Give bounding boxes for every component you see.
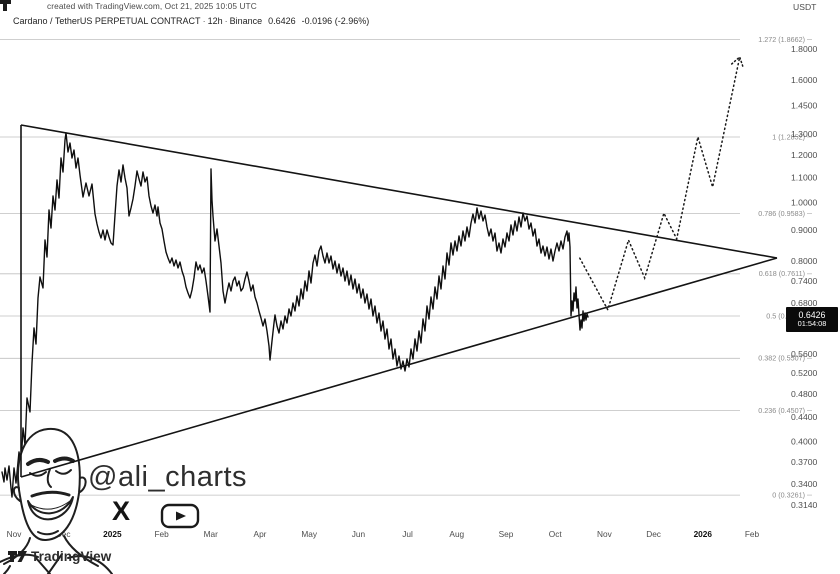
exchange-label: Binance [229,16,263,26]
price-tick-label: 1.0000 [791,198,818,208]
fib-label: 0.382 (0.5507) [758,354,805,363]
month-label: Dec [56,529,71,539]
month-label: Dec [646,529,661,539]
tradingview-logo-icon [8,551,27,562]
legend-change-pct: (-2.96%) [334,16,370,26]
legend-last-price: 0.6426 [268,16,296,26]
price-tick-label: 1.2000 [791,150,818,160]
tradingview-wordmark: TradingView [31,548,112,564]
fib-label: 0.5 (0.6474) [766,311,805,320]
interval-label[interactable]: 12h [207,16,223,26]
watermark-handle: @ali_charts [88,461,248,493]
price-axis[interactable] [786,0,840,545]
month-label: Aug [449,529,464,539]
legend-separator-1: · [202,16,206,26]
legend-change-abs: -0.0196 [301,16,333,26]
x-twitter-icon: X [112,496,131,526]
price-tick-label: 0.8000 [791,256,818,266]
fib-label: 0.618 (0.7611) [759,269,805,278]
youtube-icon [160,503,200,529]
price-series-line [1,132,589,498]
fib-label: 1.272 (1.8662) [758,35,805,44]
price-tick-label: 0.9000 [791,225,818,235]
month-label: Apr [254,529,267,539]
price-tick-label: 0.5600 [791,349,818,359]
symbol-title[interactable]: Cardano / TetherUS PERPETUAL CONTRACT [13,16,201,26]
trendline-upper [20,124,778,259]
month-label: Feb [745,529,760,539]
month-label: Mar [204,529,219,539]
created-with-note: created with TradingView.com, Oct 21, 20… [47,1,257,11]
price-tick-label: 1.6000 [791,75,818,85]
price-tick-label: 0.4800 [791,389,818,399]
chart-legend: Cardano / TetherUS PERPETUAL CONTRACT · 12… [13,16,369,26]
price-tick-label: 1.8000 [791,44,818,54]
trendline-lower [20,257,778,478]
month-label: Feb [154,529,169,539]
month-label: 2026 [694,529,713,539]
projection-arrowhead [730,55,744,69]
last-price-label: 0.6426 01:54:08 [786,307,838,332]
price-tick-label: 0.5200 [791,368,818,378]
tradingview-branding[interactable]: TradingView [8,548,111,564]
price-tick-label: 0.4400 [791,412,818,422]
price-axis-currency: USDT [793,2,817,12]
legend-separator-2: · [224,16,228,26]
month-label: Nov [597,529,613,539]
projection-path [579,56,741,312]
price-tick-label: 1.1000 [791,173,818,183]
corner-logo-mark [0,0,11,11]
month-label: Oct [549,529,563,539]
time-axis[interactable] [0,524,786,548]
price-tick-label: 0.3700 [791,457,818,467]
fib-label: 0.786 (0.9583) [758,209,805,218]
bar-countdown: 01:54:08 [797,319,827,329]
month-label: Jun [352,529,366,539]
month-label: Jul [402,529,413,539]
month-label: Sep [499,529,514,539]
price-tick-label: 0.7400 [791,276,818,286]
month-label: Nov [7,529,23,539]
price-tick-label: 1.3000 [791,129,818,139]
price-tick-label: 0.6800 [791,298,818,308]
price-tick-label: 0.3400 [791,479,818,489]
last-price-value: 0.6426 [798,310,826,321]
fib-label: 0.236 (0.4507) [758,406,805,415]
price-tick-label: 1.4500 [791,101,818,111]
price-tick-label: 0.3140 [791,500,818,510]
fib-label: 1 (1.2852) [772,132,805,141]
face-sketch-icon [0,427,113,574]
price-tick-label: 0.4000 [791,437,818,447]
month-label: 2025 [103,529,122,539]
fib-label: 0 (0.3261) [772,491,805,500]
month-label: May [301,529,318,539]
